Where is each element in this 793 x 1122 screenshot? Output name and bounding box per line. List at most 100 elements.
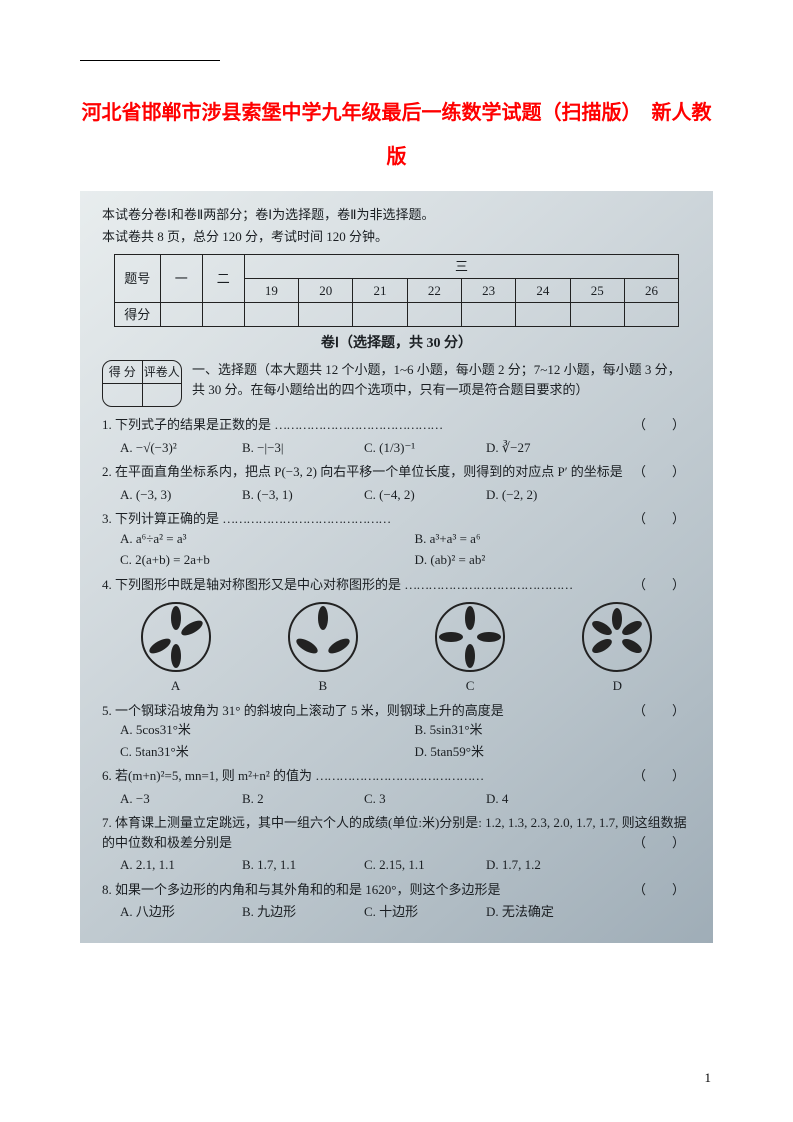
cell — [461, 303, 515, 327]
option-c: C. 3 — [364, 789, 474, 809]
symmetry-icon — [433, 600, 507, 674]
option-d: D. (−2, 2) — [486, 485, 596, 505]
cell: 20 — [299, 279, 353, 303]
cell — [624, 303, 678, 327]
figure-b: B — [286, 600, 360, 696]
fig-label: C — [466, 678, 475, 693]
grader-label-score: 得 分 — [103, 361, 143, 383]
cell — [570, 303, 624, 327]
cell-label: 得分 — [114, 303, 160, 327]
option-b: B. −|−3| — [242, 438, 352, 458]
option-c: C. (−4, 2) — [364, 485, 474, 505]
question-3: 3. 下列计算正确的是 （ ） A. a⁶÷a² = a³ B. a³+a³ =… — [102, 509, 691, 570]
q-number: 1. — [102, 417, 112, 432]
option-a: A. −3 — [120, 789, 230, 809]
page-number: 1 — [705, 1070, 712, 1086]
cell: 24 — [516, 279, 570, 303]
option-c: C. 5tan31°米 — [120, 742, 397, 762]
q-stem: 一个钢球沿坡角为 31° 的斜坡向上滚动了 5 米，则钢球上升的高度是 — [115, 703, 504, 718]
q-number: 6. — [102, 768, 112, 783]
option-b: B. a³+a³ = a⁶ — [415, 529, 692, 549]
grader-blank — [143, 384, 182, 406]
figure-a: A — [139, 600, 213, 696]
cell-label: 题号 — [114, 255, 160, 303]
leader-dots — [274, 417, 442, 432]
intro-line-1: 本试卷分卷Ⅰ和卷Ⅱ两部分；卷Ⅰ为选择题，卷Ⅱ为非选择题。 — [102, 205, 691, 225]
cell: 25 — [570, 279, 624, 303]
section-1-title: 卷Ⅰ（选择题，共 30 分） — [102, 333, 691, 354]
fig-label: B — [319, 678, 328, 693]
option-c: C. 2.15, 1.1 — [364, 855, 474, 875]
question-2: 2. 在平面直角坐标系内，把点 P(−3, 2) 向右平移一个单位长度，则得到的… — [102, 462, 691, 504]
symmetry-icon — [139, 600, 213, 674]
option-d: D. ∛−27 — [486, 438, 596, 458]
table-row: 题号 一 二 三 — [114, 255, 678, 279]
answer-paren: （ ） — [633, 575, 685, 595]
answer-paren: （ ） — [633, 833, 685, 853]
cell — [244, 303, 298, 327]
option-a: A. 八边形 — [120, 902, 230, 922]
answer-paren: （ ） — [633, 415, 685, 435]
q-number: 7. — [102, 815, 112, 830]
option-c: C. 十边形 — [364, 902, 474, 922]
option-d: D. 5tan59°米 — [415, 742, 692, 762]
score-table: 题号 一 二 三 19 20 21 22 23 24 25 26 得分 — [114, 254, 679, 327]
answer-paren: （ ） — [633, 509, 685, 529]
q-number: 8. — [102, 882, 112, 897]
grader-label-person: 评卷人 — [143, 361, 182, 383]
cell: 26 — [624, 279, 678, 303]
option-a: A. 5cos31°米 — [120, 720, 397, 740]
q-stem: 下列计算正确的是 — [115, 511, 219, 526]
option-b: B. (−3, 1) — [242, 485, 352, 505]
figure-d: D — [580, 600, 654, 696]
cell: 22 — [407, 279, 461, 303]
option-a: A. 2.1, 1.1 — [120, 855, 230, 875]
option-c: C. (1/3)⁻¹ — [364, 438, 474, 458]
question-4: 4. 下列图形中既是轴对称图形又是中心对称图形的是 （ ） A — [102, 575, 691, 696]
cell: 21 — [353, 279, 407, 303]
intro-line-2: 本试卷共 8 页，总分 120 分，考试时间 120 分钟。 — [102, 227, 691, 247]
question-5: 5. 一个钢球沿坡角为 31° 的斜坡向上滚动了 5 米，则钢球上升的高度是 （… — [102, 701, 691, 762]
q-stem: 如果一个多边形的内角和与其外角和的和是 1620°，则这个多边形是 — [115, 882, 500, 897]
scanned-exam-region: 本试卷分卷Ⅰ和卷Ⅱ两部分；卷Ⅰ为选择题，卷Ⅱ为非选择题。 本试卷共 8 页，总分… — [80, 191, 713, 943]
option-a: A. a⁶÷a² = a³ — [120, 529, 397, 549]
section-1-header: 得 分 评卷人 一、选择题（本大题共 12 个小题，1~6 小题，每小题 2 分… — [102, 360, 691, 407]
q-number: 5. — [102, 703, 112, 718]
cell: 19 — [244, 279, 298, 303]
q-stem: 下列式子的结果是正数的是 — [115, 417, 271, 432]
question-6: 6. 若(m+n)²=5, mn=1, 则 m²+n² 的值为 （ ） A. −… — [102, 766, 691, 808]
cell — [516, 303, 570, 327]
q-stem: 体育课上测量立定跳远，其中一组六个人的成绩(单位:米)分别是: 1.2, 1.3… — [102, 815, 687, 850]
leader-dots — [222, 511, 390, 526]
table-row: 得分 — [114, 303, 678, 327]
q-stem: 下列图形中既是轴对称图形又是中心对称图形的是 — [115, 577, 401, 592]
q-number: 2. — [102, 464, 112, 479]
option-a: A. (−3, 3) — [120, 485, 230, 505]
option-d: D. 4 — [486, 789, 596, 809]
question-1: 1. 下列式子的结果是正数的是 （ ） A. −√(−3)² B. −|−3| … — [102, 415, 691, 457]
answer-paren: （ ） — [633, 701, 685, 721]
figure-c: C — [433, 600, 507, 696]
option-c: C. 2(a+b) = 2a+b — [120, 550, 397, 570]
question-8: 8. 如果一个多边形的内角和与其外角和的和是 1620°，则这个多边形是 （ ）… — [102, 880, 691, 922]
leader-dots — [315, 768, 483, 783]
cell — [160, 303, 202, 327]
q-stem: 在平面直角坐标系内，把点 P(−3, 2) 向右平移一个单位长度，则得到的对应点… — [115, 464, 623, 479]
symmetry-icon — [286, 600, 360, 674]
top-rule — [80, 60, 220, 61]
cell: 23 — [461, 279, 515, 303]
q-number: 4. — [102, 577, 112, 592]
cell — [407, 303, 461, 327]
leader-dots — [404, 577, 572, 592]
option-b: B. 1.7, 1.1 — [242, 855, 352, 875]
option-b: B. 九边形 — [242, 902, 352, 922]
answer-paren: （ ） — [633, 766, 685, 786]
answer-paren: （ ） — [633, 462, 685, 482]
cell — [202, 303, 244, 327]
option-d: D. 1.7, 1.2 — [486, 855, 596, 875]
option-a: A. −√(−3)² — [120, 438, 230, 458]
cell: 一 — [160, 255, 202, 303]
q-number: 3. — [102, 511, 112, 526]
fig-label: D — [613, 678, 622, 693]
option-d: D. 无法确定 — [486, 902, 596, 922]
